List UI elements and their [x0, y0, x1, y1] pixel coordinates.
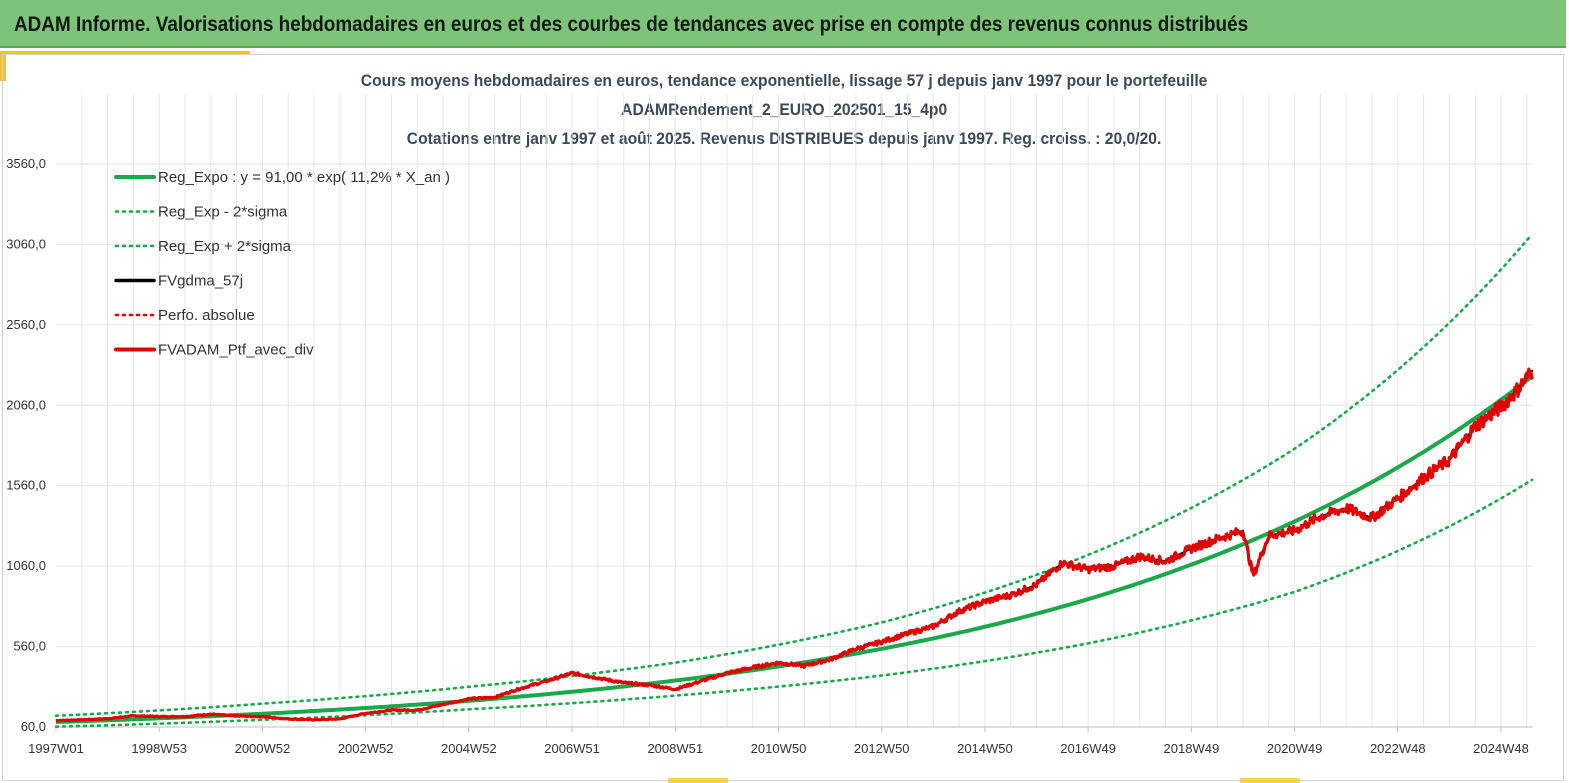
- fvadam-ptf-line: [55, 367, 1535, 723]
- legend-label: Reg_Exp + 2*sigma: [158, 238, 292, 255]
- series-lines: [54, 233, 1535, 728]
- x-tick-label: 2006W51: [544, 741, 600, 756]
- header-title: ADAM Informe. Valorisations hebdomadaire…: [14, 13, 1249, 36]
- x-tick-label: 2000W52: [235, 741, 291, 756]
- chart-title-line-3: Cotations entre janv 1997 et août 2025. …: [407, 129, 1162, 148]
- x-tick-label: 2022W48: [1370, 741, 1426, 756]
- x-tick-label: 2018W49: [1164, 741, 1220, 756]
- chart-frame: [2, 54, 1564, 781]
- x-tick-label: 2020W49: [1267, 741, 1323, 756]
- reg-expo-line: [55, 374, 1534, 724]
- x-tick-label: 2014W50: [957, 741, 1013, 756]
- legend-label: FVADAM_Ptf_avec_div: [158, 342, 314, 359]
- y-tick-label: 2560,0: [6, 317, 46, 332]
- chart-title-line-1: Cours moyens hebdomadaires en euros, ten…: [361, 71, 1208, 90]
- y-tick-label: 1060,0: [6, 558, 46, 573]
- x-tick-label: 2016W49: [1060, 741, 1116, 756]
- y-tick-label: 60,0: [21, 719, 46, 734]
- fvgdma-57j-line: [55, 369, 1534, 722]
- x-tick-label: 2010W50: [751, 741, 807, 756]
- y-tick-label: 2060,0: [6, 397, 46, 412]
- header-banner: ADAM Informe. Valorisations hebdomadaire…: [0, 0, 1566, 48]
- grid-lines: [56, 94, 1533, 728]
- legend-label: Perfo. absolue: [158, 307, 255, 324]
- bottom-accent-1: [668, 778, 728, 783]
- y-tick-label: 1560,0: [6, 478, 46, 493]
- legend: Reg_Expo : y = 91,00 * exp( 11,2% * X_an…: [114, 169, 450, 359]
- x-tick-label: 1998W53: [131, 741, 187, 756]
- y-tick-label: 3060,0: [6, 236, 46, 251]
- x-tick-label: 2002W52: [338, 741, 394, 756]
- x-tick-label: 1997W01: [28, 741, 84, 756]
- accent-left-bar: [0, 51, 6, 81]
- accent-bar: [0, 51, 250, 55]
- y-axis-ticks: 60,0 560,0 1060,0 1560,0 2060,0 2560,0 3060,0 3…: [6, 156, 46, 734]
- x-tick-label: 2008W51: [647, 741, 703, 756]
- y-tick-label: 3560,0: [6, 156, 46, 171]
- x-tick-label: 2012W50: [854, 741, 910, 756]
- legend-label: FVgdma_57j: [158, 273, 243, 290]
- x-tick-label: 2024W48: [1473, 741, 1529, 756]
- bottom-accent-2: [1240, 778, 1300, 783]
- chart-title-line-2: ADAMRendement_2_EURO_202501_15_4p0: [621, 100, 948, 119]
- legend-label: Reg_Exp - 2*sigma: [158, 204, 288, 221]
- x-axis-ticks: 1997W01 1998W53 2000W52 2002W52 2004W52 2006W…: [28, 727, 1529, 756]
- legend-label: Reg_Expo : y = 91,00 * exp( 11,2% * X_an…: [158, 169, 450, 186]
- x-tick-label: 2004W52: [441, 741, 497, 756]
- reg-plus-2sigma-line: [54, 233, 1534, 717]
- y-tick-label: 560,0: [13, 639, 46, 654]
